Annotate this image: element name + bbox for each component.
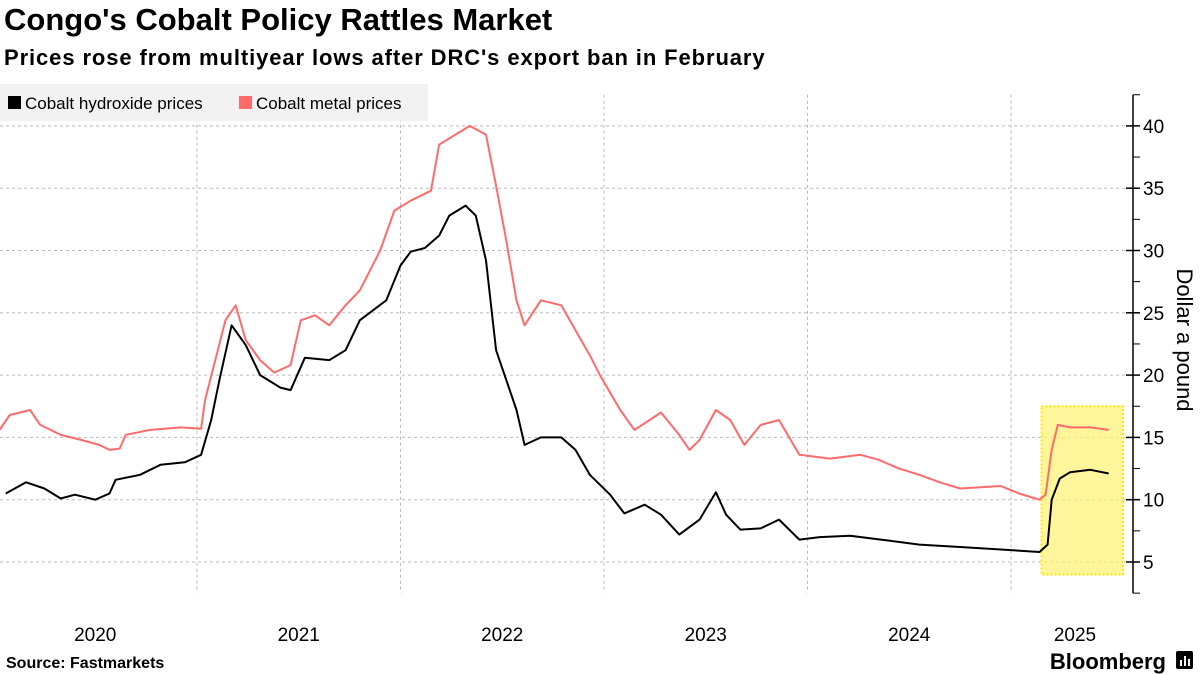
y-tick-label: 20	[1143, 366, 1164, 387]
y-tick-label: 40	[1143, 117, 1164, 138]
x-tick-label: 2020	[74, 625, 116, 646]
y-tick-label: 15	[1143, 428, 1164, 449]
bloomberg-chart-icon	[1176, 651, 1193, 669]
x-axis: 2020 2021 2022 2023 2024 2025	[74, 625, 1096, 646]
y-tick-label: 35	[1143, 179, 1164, 200]
legend-label-metal: Cobalt metal prices	[256, 94, 402, 113]
gridlines	[0, 94, 1130, 594]
y-tick-label: 25	[1143, 304, 1164, 325]
x-tick-label: 2024	[888, 625, 931, 646]
chart-subtitle: Prices rose from multiyear lows after DR…	[4, 45, 766, 70]
legend-background	[0, 84, 428, 121]
y-tick-label: 5	[1143, 553, 1154, 574]
legend-swatch-hydroxide	[8, 96, 21, 109]
legend-swatch-metal	[239, 96, 252, 109]
x-tick-label: 2023	[685, 625, 727, 646]
series-line-hydroxide	[5, 204, 1109, 553]
highlight-box	[1040, 405, 1124, 576]
x-tick-label: 2022	[481, 625, 523, 646]
y-tick-label: 10	[1143, 491, 1164, 512]
y-axis[interactable]: 5 10 15 20 25 30 35 40	[1126, 94, 1164, 594]
chart-title: Congo's Cobalt Policy Rattles Market	[4, 2, 553, 37]
source-note: Source: Fastmarkets	[6, 655, 164, 672]
x-tick-label: 2021	[278, 625, 320, 646]
series-line-metal	[0, 124, 1109, 501]
y-axis-label: Dollar a pound	[1172, 268, 1197, 411]
y-tick-label: 30	[1143, 242, 1164, 263]
x-tick-label: 2025	[1054, 625, 1096, 646]
legend: Cobalt hydroxide prices Cobalt metal pri…	[0, 84, 428, 121]
bloomberg-logo: Bloomberg	[1050, 649, 1166, 674]
legend-label-hydroxide: Cobalt hydroxide prices	[25, 94, 203, 113]
